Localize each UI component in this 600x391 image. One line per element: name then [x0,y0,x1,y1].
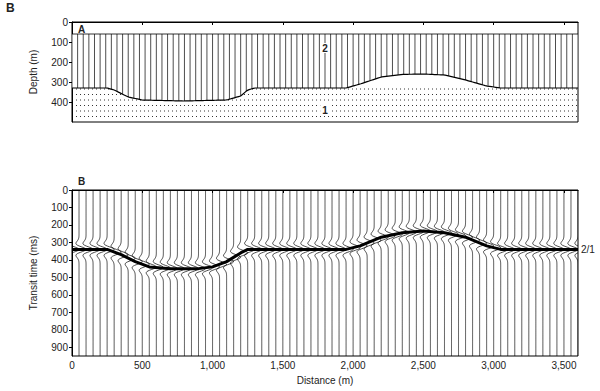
svg-text:900: 900 [51,342,68,353]
svg-text:1,500: 1,500 [270,360,295,371]
svg-text:400: 400 [51,254,68,265]
svg-text:100: 100 [51,202,68,213]
svg-text:800: 800 [51,324,68,335]
svg-text:600: 600 [51,289,68,300]
svg-text:3,500: 3,500 [551,360,576,371]
svg-text:Depth (m): Depth (m) [28,50,39,94]
svg-text:0: 0 [62,185,68,196]
svg-text:A: A [78,24,85,35]
svg-text:3,000: 3,000 [481,360,506,371]
svg-text:B: B [78,176,85,187]
svg-text:700: 700 [51,307,68,318]
svg-text:0: 0 [69,360,75,371]
svg-text:500: 500 [134,360,151,371]
svg-text:400: 400 [51,97,68,108]
svg-text:200: 200 [51,57,68,68]
svg-text:Transit time (ms): Transit time (ms) [28,236,39,311]
svg-text:B: B [6,1,15,15]
svg-text:2,000: 2,000 [341,360,366,371]
svg-text:300: 300 [51,237,68,248]
svg-text:100: 100 [51,37,68,48]
svg-text:2/1: 2/1 [581,244,595,255]
svg-text:Distance (m): Distance (m) [297,375,354,386]
svg-text:1: 1 [322,105,328,116]
svg-text:300: 300 [51,77,68,88]
svg-text:500: 500 [51,272,68,283]
svg-text:2: 2 [322,43,328,54]
svg-text:0: 0 [62,17,68,28]
svg-text:1,000: 1,000 [200,360,225,371]
svg-text:200: 200 [51,219,68,230]
svg-text:2,500: 2,500 [411,360,436,371]
